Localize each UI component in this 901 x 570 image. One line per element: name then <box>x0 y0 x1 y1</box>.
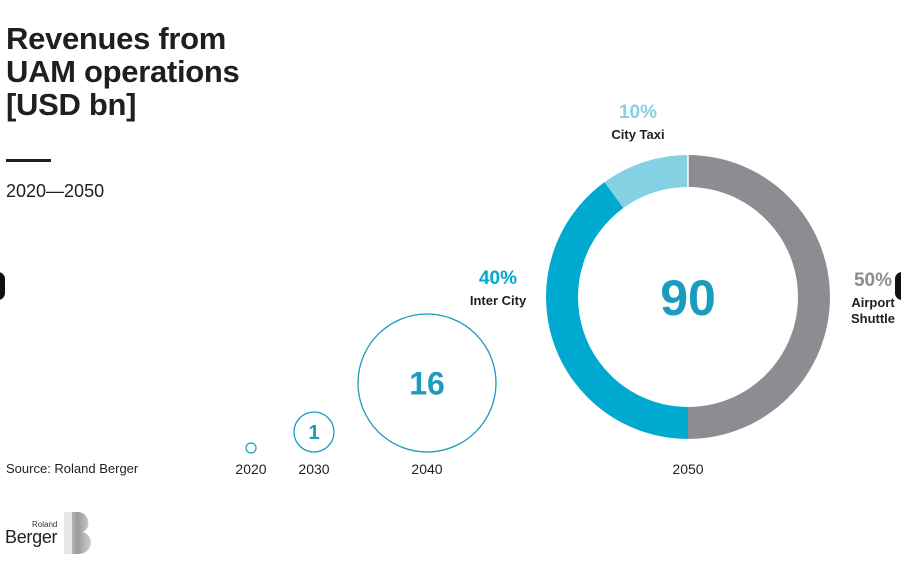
segment-percent-inter-city: 40% <box>479 268 517 289</box>
donut-segment-inter-city <box>546 182 688 440</box>
donut-segment-airport-shuttle <box>688 155 830 439</box>
segment-name-inter-city: Inter City <box>470 293 527 308</box>
source-note: Source: Roland Berger <box>6 461 139 476</box>
year-label-2050: 2050 <box>672 461 703 477</box>
donut-segment-city-taxi <box>604 155 688 209</box>
roland-berger-logo: Roland Berger <box>4 510 96 558</box>
chart-title-line: [USD bn] <box>6 87 137 122</box>
left-edge-marker <box>0 272 5 300</box>
segment-name-city-taxi: City Taxi <box>611 127 664 142</box>
title-divider <box>6 159 51 162</box>
logo-small-text: Roland <box>32 520 58 529</box>
chart-title-line: Revenues from <box>6 21 227 56</box>
segment-name-airport-shuttle: Shuttle <box>851 311 895 326</box>
bubble-value-2050: 90 <box>660 270 716 326</box>
segment-percent-airport-shuttle: 50% <box>854 270 892 291</box>
year-label-2020: 2020 <box>235 461 266 477</box>
bubble-2030 <box>293 411 335 453</box>
logo-b-mark-icon <box>64 512 91 554</box>
chart-title-line: UAM operations <box>6 54 240 89</box>
bubble-2040 <box>357 313 497 453</box>
year-label-2040: 2040 <box>411 461 442 477</box>
bubble-value-2030: 1 <box>308 422 319 444</box>
chart-title: Revenues from UAM operations [USD bn] <box>6 22 306 121</box>
segment-percent-city-taxi: 10% <box>619 102 657 123</box>
segment-name-airport-shuttle: Airport <box>851 295 895 310</box>
bubble-value-2040: 16 <box>409 366 445 402</box>
chart-subtitle: 2020—2050 <box>6 181 105 201</box>
bubble-2020 <box>245 442 257 454</box>
logo-big-text: Berger <box>5 527 58 547</box>
year-label-2030: 2030 <box>298 461 329 477</box>
right-edge-marker <box>895 272 901 300</box>
